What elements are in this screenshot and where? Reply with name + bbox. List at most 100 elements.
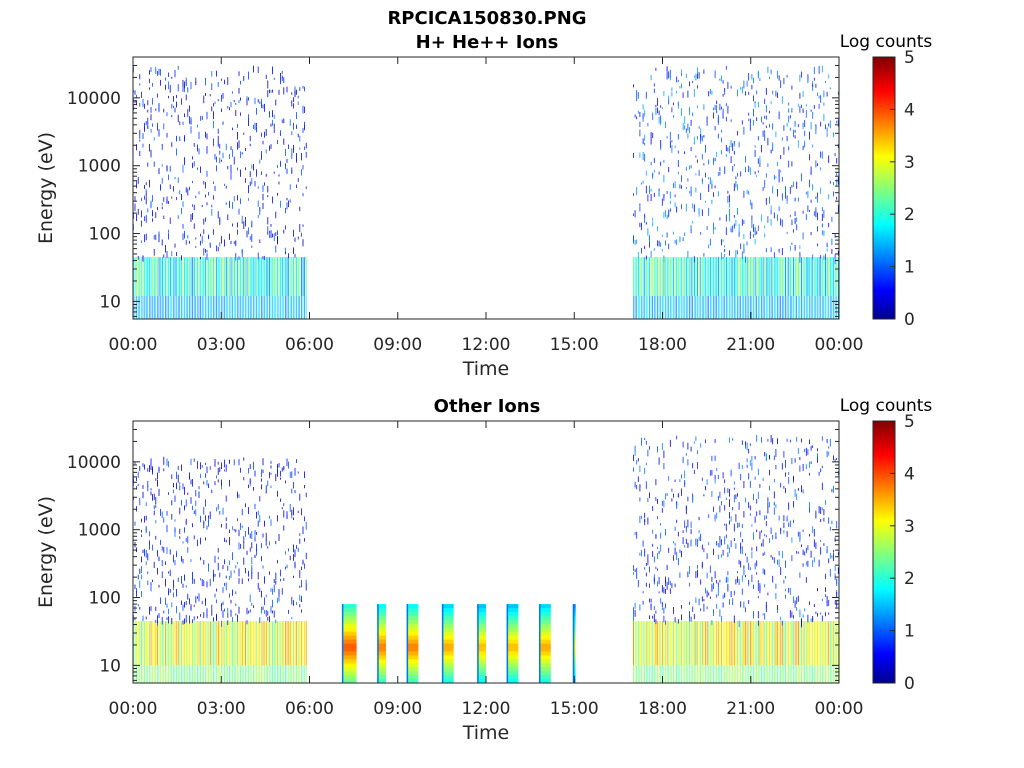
low-streak	[717, 665, 719, 683]
high-energy-speckle	[205, 598, 206, 606]
band-streak	[278, 621, 280, 666]
high-energy-speckle	[674, 526, 676, 531]
band-streak	[825, 621, 826, 666]
low-streak	[663, 665, 665, 683]
high-energy-speckle	[152, 98, 153, 105]
high-energy-speckle	[225, 582, 227, 591]
high-energy-speckle	[757, 491, 759, 500]
high-energy-speckle	[716, 594, 718, 598]
band-streak	[293, 257, 294, 296]
high-energy-speckle	[748, 165, 750, 173]
low-streak	[697, 665, 698, 683]
band-streak	[160, 257, 162, 296]
band-streak	[230, 257, 232, 296]
high-energy-speckle	[245, 217, 246, 222]
band-streak	[802, 257, 804, 296]
high-energy-speckle	[286, 564, 288, 569]
high-energy-speckle	[222, 121, 224, 125]
band-streak	[741, 257, 743, 296]
high-energy-speckle	[813, 211, 815, 216]
data-segment-1	[633, 65, 839, 319]
high-energy-speckle	[829, 120, 831, 129]
high-energy-speckle	[150, 107, 152, 113]
high-energy-speckle	[717, 172, 719, 177]
high-energy-speckle	[746, 442, 748, 451]
low-streak	[305, 665, 307, 683]
high-energy-speckle	[745, 441, 746, 446]
high-energy-speckle	[751, 574, 753, 583]
high-energy-speckle	[636, 116, 638, 120]
band-streak	[187, 621, 189, 666]
low-streak	[267, 296, 269, 319]
high-energy-speckle	[285, 148, 286, 156]
high-energy-speckle	[692, 496, 694, 503]
high-energy-speckle	[304, 563, 305, 569]
high-energy-speckle	[799, 457, 801, 460]
high-energy-speckle	[644, 437, 646, 441]
band-streak	[791, 621, 793, 666]
high-energy-speckle	[809, 179, 810, 188]
high-energy-speckle	[812, 560, 814, 567]
low-streak	[831, 665, 833, 683]
high-energy-speckle	[732, 143, 734, 151]
high-energy-speckle	[182, 201, 184, 208]
band-streak	[727, 257, 729, 296]
high-energy-speckle	[299, 206, 301, 212]
high-energy-speckle	[232, 127, 233, 131]
band-streak	[206, 621, 208, 666]
high-energy-speckle	[273, 233, 275, 242]
low-streak	[674, 665, 676, 683]
band-streak	[658, 621, 660, 666]
high-energy-speckle	[136, 144, 137, 151]
high-energy-speckle	[661, 584, 663, 593]
low-streak	[235, 665, 237, 683]
high-energy-speckle	[158, 584, 160, 588]
high-energy-speckle	[801, 621, 802, 628]
high-energy-speckle	[269, 233, 270, 239]
high-energy-speckle	[753, 493, 754, 501]
high-energy-speckle	[214, 154, 216, 160]
high-energy-speckle	[152, 579, 153, 582]
high-energy-speckle	[171, 602, 173, 608]
high-energy-speckle	[299, 570, 301, 578]
high-energy-speckle	[740, 87, 742, 91]
burst-cell	[441, 671, 454, 676]
high-energy-speckle	[200, 537, 201, 545]
high-energy-speckle	[740, 542, 742, 550]
high-energy-speckle	[837, 204, 839, 213]
high-energy-speckle	[661, 248, 663, 252]
burst-cell	[406, 612, 419, 617]
high-energy-speckle	[673, 555, 674, 561]
low-streak	[669, 296, 671, 319]
high-energy-speckle	[645, 185, 647, 194]
band-streak	[681, 621, 682, 666]
high-energy-speckle	[809, 601, 810, 605]
high-energy-speckle	[633, 467, 634, 472]
low-streak	[660, 665, 661, 683]
high-energy-speckle	[301, 169, 302, 176]
high-energy-speckle	[823, 517, 825, 522]
high-energy-speckle	[173, 483, 174, 488]
high-energy-speckle	[195, 195, 197, 198]
band-streak	[746, 621, 748, 666]
high-energy-speckle	[293, 103, 294, 109]
low-streak	[778, 296, 780, 319]
low-streak	[785, 665, 786, 683]
high-energy-speckle	[802, 489, 804, 494]
high-energy-speckle	[237, 124, 238, 128]
low-streak	[633, 665, 634, 683]
high-energy-speckle	[237, 132, 238, 140]
low-streak	[634, 296, 636, 319]
high-energy-speckle	[695, 173, 697, 176]
high-energy-speckle	[754, 562, 756, 570]
burst-cell	[377, 659, 386, 664]
low-streak	[693, 665, 695, 683]
high-energy-speckle	[262, 256, 264, 260]
burst-edge	[377, 604, 379, 683]
high-energy-speckle	[184, 527, 185, 533]
high-energy-speckle	[238, 568, 240, 577]
high-energy-speckle	[650, 598, 652, 603]
high-energy-speckle	[174, 495, 176, 502]
high-energy-speckle	[735, 181, 737, 188]
high-energy-speckle	[711, 584, 713, 592]
